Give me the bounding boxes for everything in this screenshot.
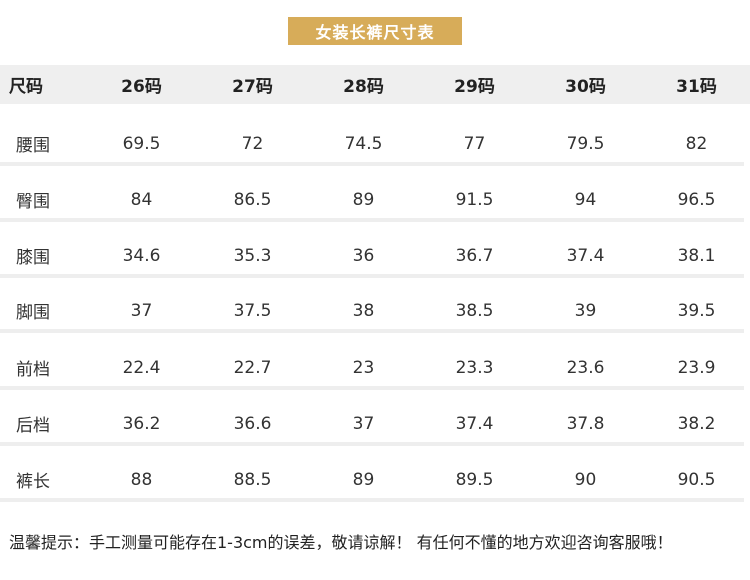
table-cell: 37.4 [566,245,605,266]
header-size-27: 27码 [232,77,273,97]
table-cell: 88.5 [233,469,272,490]
table-cell: 23.9 [677,357,716,378]
row-label: 臀围 [16,192,50,212]
header-label: 尺码 [9,77,43,97]
header-size-31: 31码 [676,77,717,97]
table-cell: 82 [685,133,708,154]
table-cell: 96.5 [677,189,716,210]
table-cell: 38.1 [677,245,716,266]
row-label: 裤长 [16,472,50,492]
header-size-29: 29码 [454,77,495,97]
header-size-28: 28码 [343,77,384,97]
table-row-waist: 腰围 69.5 72 74.5 77 79.5 82 [0,125,744,166]
table-cell: 35.3 [233,245,272,266]
table-cell: 37 [130,300,153,321]
table-row-length: 裤长 88 88.5 89 89.5 90 90.5 [0,461,744,502]
table-cell: 86.5 [233,189,272,210]
table-row-ankle: 脚围 37 37.5 38 38.5 39 39.5 [0,292,744,333]
row-label: 后档 [16,416,50,436]
header-size-26: 26码 [121,77,162,97]
table-cell: 38.2 [677,413,716,434]
table-cell: 91.5 [455,189,494,210]
table-cell: 23.3 [455,357,494,378]
table-row-hip: 臀围 84 86.5 89 91.5 94 96.5 [0,181,744,222]
table-header-row: 尺码 26码 27码 28码 29码 30码 31码 [0,65,750,104]
table-cell: 84 [130,189,153,210]
table-cell: 39 [574,300,597,321]
header-size-30: 30码 [565,77,606,97]
size-table: 尺码 26码 27码 28码 29码 30码 31码 腰围 69.5 72 74… [0,65,750,502]
table-cell: 37.5 [233,300,272,321]
table-row-back-rise: 后档 36.2 36.6 37 37.4 37.8 38.2 [0,405,744,446]
table-row-front-rise: 前档 22.4 22.7 23 23.3 23.6 23.9 [0,349,744,390]
table-cell: 22.4 [122,357,161,378]
table-cell: 69.5 [122,133,161,154]
table-cell: 74.5 [344,133,383,154]
table-cell: 77 [463,133,486,154]
table-cell: 39.5 [677,300,716,321]
table-cell: 36.7 [455,245,494,266]
table-cell: 34.6 [122,245,161,266]
measurement-note: 温馨提示：手工测量可能存在1-3cm的误差，敬请谅解！ 有任何不懂的地方欢迎咨询… [9,533,673,552]
table-cell: 22.7 [233,357,272,378]
table-cell: 36 [352,245,375,266]
table-cell: 72 [241,133,264,154]
table-cell: 38 [352,300,375,321]
table-cell: 23.6 [566,357,605,378]
table-row-knee: 膝围 34.6 35.3 36 36.7 37.4 38.1 [0,237,744,278]
page-title: 女装长裤尺寸表 [288,17,462,45]
row-label: 前档 [16,360,50,380]
table-cell: 38.5 [455,300,494,321]
table-cell: 37.8 [566,413,605,434]
row-label: 腰围 [16,136,50,156]
table-cell: 90 [574,469,597,490]
table-cell: 36.2 [122,413,161,434]
row-label: 膝围 [16,248,50,268]
table-cell: 88 [130,469,153,490]
table-cell: 37.4 [455,413,494,434]
table-cell: 36.6 [233,413,272,434]
table-cell: 79.5 [566,133,605,154]
row-label: 脚围 [16,303,50,323]
table-cell: 90.5 [677,469,716,490]
table-cell: 23 [352,357,375,378]
table-cell: 94 [574,189,597,210]
table-cell: 89.5 [455,469,494,490]
table-cell: 37 [352,413,375,434]
table-cell: 89 [352,189,375,210]
table-cell: 89 [352,469,375,490]
